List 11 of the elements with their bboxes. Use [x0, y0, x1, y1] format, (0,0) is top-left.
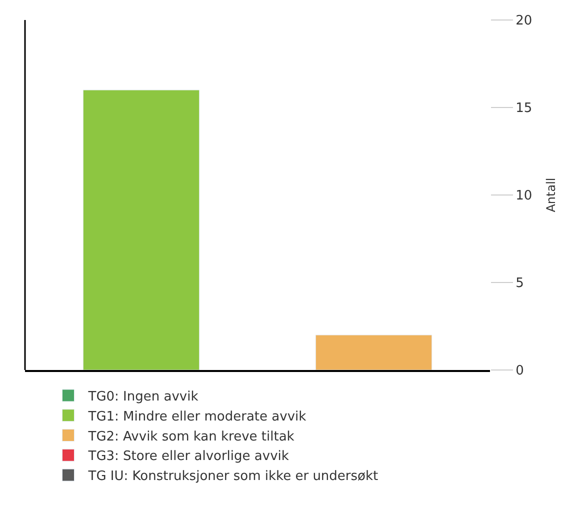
legend-label: TG3: Store eller alvorlige avvik [87, 449, 290, 464]
y-axis-title: Antall [544, 178, 558, 212]
y-tick-label: 20 [516, 14, 532, 29]
legend-label: TG0: Ingen avvik [87, 390, 199, 405]
legend-label: TG2: Avvik som kan kreve tiltak [87, 429, 295, 444]
y-tick-label: 0 [516, 364, 524, 379]
y-tick-label: 10 [516, 188, 532, 204]
legend-label: TG IU: Konstruksjoner som ikke er undersøkt [87, 469, 378, 484]
y-tick-label: 15 [516, 101, 532, 116]
legend-label: TG1: Mindre eller moderate avvik [87, 409, 307, 424]
y-tick-label: 5 [516, 276, 524, 292]
